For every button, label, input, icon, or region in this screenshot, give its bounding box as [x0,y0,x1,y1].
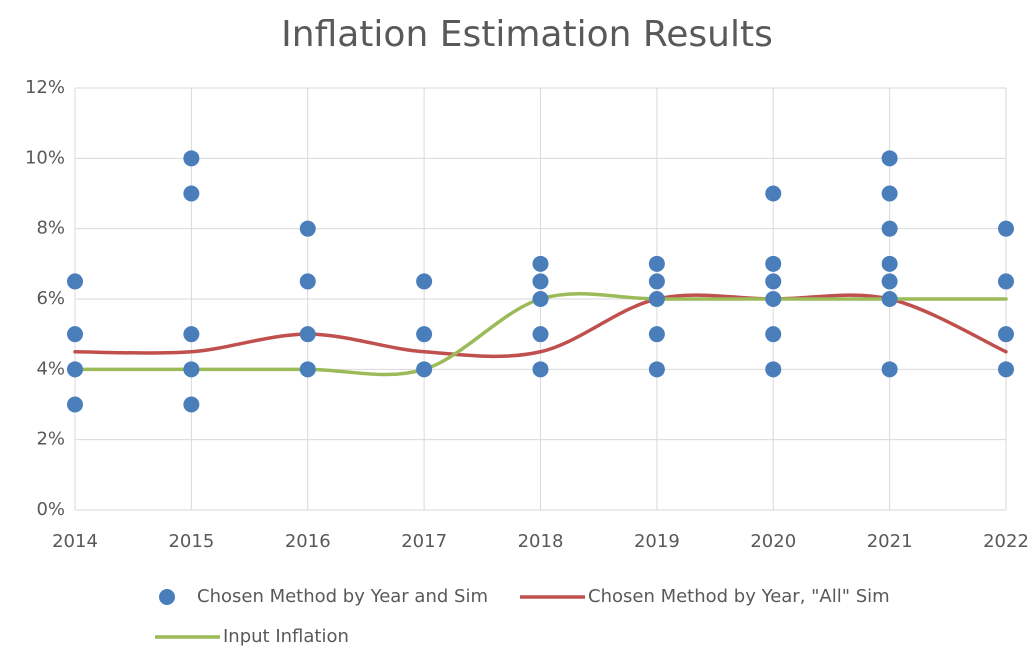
scatter-point [532,326,549,343]
scatter-point [765,326,782,343]
legend-label: Chosen Method by Year and Sim [197,586,488,607]
y-tick-label: 6% [36,288,65,309]
x-tick-label: 2014 [52,531,98,552]
y-tick-label: 8% [36,218,65,239]
scatter-point [998,273,1014,290]
legend-marker [159,589,175,605]
scatter-point [881,291,898,307]
scatter-point [67,326,83,343]
scatter-point [532,273,549,290]
scatter-point [648,361,665,378]
scatter-point [416,273,433,290]
scatter-point [765,185,782,202]
scatter-point [67,361,83,378]
scatter-point [998,326,1014,343]
legend-label: Input Inflation [223,626,349,647]
scatter-point [998,220,1014,237]
scatter-point [67,396,83,413]
scatter-point [299,220,316,237]
scatter-point [299,273,316,290]
scatter-point [183,326,200,343]
scatter-point [881,255,898,272]
y-tick-label: 0% [36,499,65,520]
scatter-point [881,185,898,202]
x-tick-label: 2022 [983,531,1029,552]
scatter-point [532,291,549,307]
scatter-point [648,255,665,272]
scatter-point [532,255,549,272]
x-tick-label: 2021 [867,531,913,552]
scatter-point [998,361,1014,378]
scatter-point [532,361,549,378]
scatter-point [183,150,200,167]
x-tick-label: 2018 [518,531,564,552]
scatter-point [183,185,200,202]
y-tick-label: 4% [36,358,65,379]
scatter-point [765,291,782,307]
scatter-point [881,220,898,237]
x-tick-label: 2016 [285,531,331,552]
y-tick-label: 12% [25,77,65,98]
scatter-point [765,361,782,378]
scatter-point [299,326,316,343]
scatter-point [881,273,898,290]
line-series [73,293,1008,359]
legend-label: Chosen Method by Year, "All" Sim [588,586,890,607]
scatter-point [416,361,433,378]
scatter-point [648,326,665,343]
x-tick-label: 2017 [401,531,447,552]
scatter-point [183,361,200,378]
scatter-point [67,273,83,290]
scatter-point [648,273,665,290]
x-tick-label: 2020 [750,531,796,552]
chart-title: Inflation Estimation Results [281,14,773,55]
scatter-point [416,326,433,343]
scatter-point [765,255,782,272]
y-tick-label: 10% [25,147,65,168]
x-tick-label: 2015 [168,531,214,552]
scatter-point [881,361,898,378]
scatter-point [183,396,200,413]
y-tick-label: 2% [36,429,65,450]
scatter-point [765,273,782,290]
scatter-point [648,291,665,307]
x-tick-label: 2019 [634,531,680,552]
scatter-point [299,361,316,378]
scatter-point [881,150,898,167]
